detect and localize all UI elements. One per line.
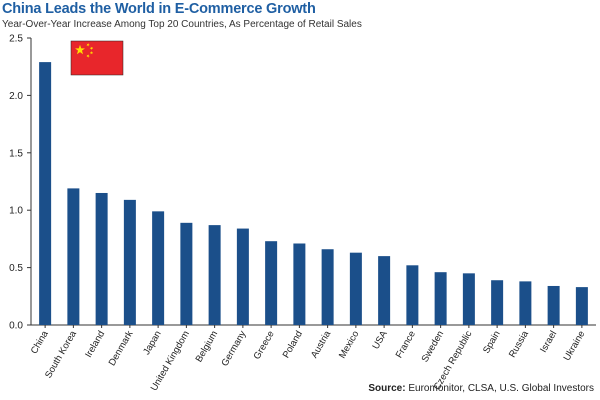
x-tick-label: Germany: [219, 329, 248, 369]
x-tick-label: Ireland: [83, 329, 107, 360]
y-tick-label: 2.0: [9, 91, 23, 102]
flag-star-icon: [86, 43, 90, 47]
bar: [236, 228, 249, 325]
bar: [95, 192, 108, 325]
bar: [67, 188, 80, 325]
y-tick-label: 0.0: [9, 321, 23, 332]
flag-star-icon: [89, 46, 94, 50]
y-tick-label: 1.0: [9, 206, 23, 217]
x-tick-label: USA: [370, 328, 390, 351]
chart-subtitle: Year-Over-Year Increase Among Top 20 Cou…: [2, 19, 362, 30]
bar: [152, 211, 165, 325]
x-tick-label: Greece: [252, 329, 277, 361]
bar: [575, 287, 588, 325]
flag-star-icon: [86, 54, 90, 58]
bar: [462, 273, 475, 325]
x-tick-label: Japan: [141, 329, 163, 357]
x-tick-label: Poland: [281, 329, 305, 360]
source-note: Source: Euromonitor, CLSA, U.S. Global I…: [368, 383, 594, 394]
x-tick-label: Mexico: [337, 329, 362, 361]
x-tick-label: Austria: [309, 328, 334, 360]
bars: [39, 62, 588, 325]
flag-field: [70, 40, 124, 76]
china-flag: [70, 40, 124, 76]
y-tick-label: 2.5: [9, 34, 23, 45]
bar: [349, 252, 362, 325]
bar: [519, 281, 532, 325]
bar: [123, 199, 136, 325]
bar: [378, 256, 391, 325]
bar: [321, 249, 334, 325]
bar: [434, 272, 447, 325]
flag-star-icon: [75, 44, 85, 55]
bar: [547, 285, 560, 325]
x-tick-label: France: [394, 329, 418, 360]
y-tick-label: 0.5: [9, 263, 23, 274]
flag-star-icon: [89, 51, 94, 55]
chart-title: China Leads the World in E-Commerce Grow…: [2, 1, 316, 17]
x-tick-label: Belgium: [194, 329, 221, 364]
bar: [293, 243, 306, 325]
x-tick-label: China: [29, 328, 51, 356]
x-tick-label: Russia: [507, 328, 531, 359]
bar: [491, 280, 504, 325]
x-tick-label: Israel: [538, 329, 559, 355]
bar: [406, 265, 419, 325]
source-text: Euromonitor, CLSA, U.S. Global Investors: [408, 383, 594, 394]
bar: [265, 241, 278, 325]
y-tick-label: 1.5: [9, 148, 23, 159]
x-tick-label: Denmark: [107, 329, 136, 368]
x-tick-label: Sweden: [420, 329, 447, 364]
x-tick-label: Spain: [481, 329, 503, 356]
bar: [180, 222, 193, 325]
x-tick-label: Ukraine: [562, 329, 588, 363]
source-label: Source:: [368, 383, 406, 394]
bar: [39, 62, 52, 325]
bar: [208, 225, 221, 325]
